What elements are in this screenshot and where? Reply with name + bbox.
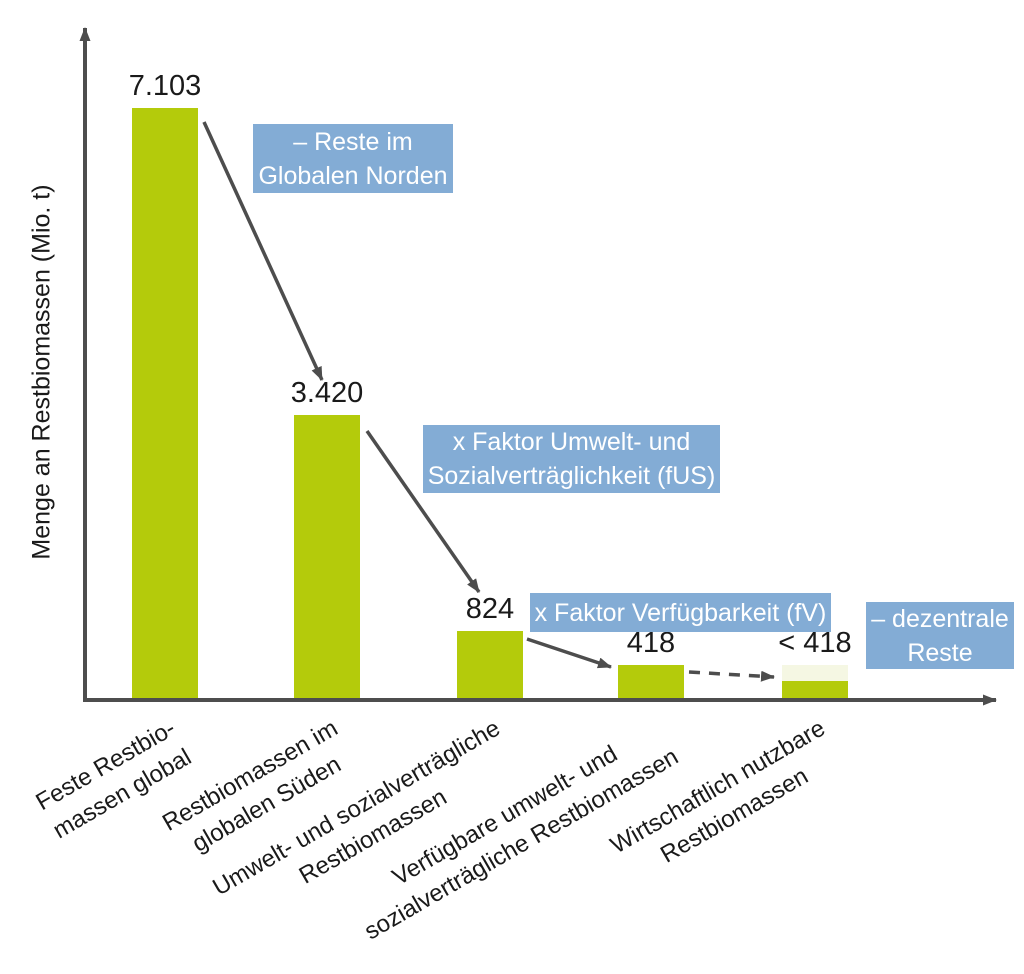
annotation-line: – dezentrale	[871, 604, 1009, 633]
bar-value-label: 824	[465, 593, 515, 625]
bar-umwelt-sozialvertraegliche	[457, 631, 523, 700]
annotation-dezentrale-reste: – dezentrale Reste	[866, 602, 1014, 669]
annotation-line: Reste	[907, 638, 973, 667]
annotation-line: Sozialverträglichkeit (fUS)	[427, 462, 716, 490]
bar-wirtschaftlich-nutzbare	[782, 665, 848, 700]
annotation-line: Globalen Norden	[258, 161, 448, 190]
bar-restbiomassen-globaler-sueden	[294, 415, 360, 700]
bar-solid-segment	[618, 665, 684, 700]
bar-solid-segment	[294, 415, 360, 700]
bar-value-label: 7.103	[128, 70, 202, 102]
annotation-line: x Faktor Verfügbarkeit (fV)	[534, 598, 827, 627]
bar-feste-restbiomassen-global	[132, 108, 198, 700]
arrow-dashed-bar4-to-bar5	[688, 670, 775, 682]
bar-value-label: 3.420	[290, 377, 364, 409]
bar-solid-segment	[132, 108, 198, 700]
y-axis-label: Menge an Restbiomassen (Mio. t)	[27, 184, 56, 560]
bar-value-label: 418	[626, 627, 676, 659]
bar-value-label: < 418	[778, 627, 852, 659]
bar-solid-segment	[782, 681, 848, 700]
bar-solid-segment	[457, 631, 523, 700]
annotation-line: x Faktor Umwelt- und	[452, 428, 691, 456]
annotation-faktor-verfuegbarkeit: x Faktor Verfügbarkeit (fV)	[530, 593, 831, 632]
annotation-line: – Reste im	[293, 127, 413, 156]
annotation-reste-globaler-norden: – Reste im Globalen Norden	[253, 124, 453, 193]
bar-verfuegbare	[618, 665, 684, 700]
annotation-faktor-umwelt-sozial: x Faktor Umwelt- und Sozialverträglichke…	[423, 425, 720, 493]
